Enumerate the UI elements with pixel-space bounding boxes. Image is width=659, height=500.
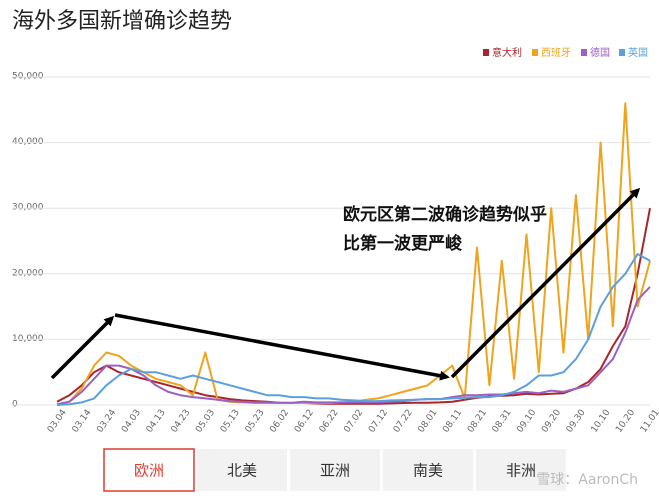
x-tick-label: 10.10 bbox=[590, 408, 613, 435]
tab[interactable] bbox=[103, 448, 195, 492]
x-tick-label: 08.11 bbox=[441, 408, 464, 435]
x-tick-label: 08.31 bbox=[491, 408, 514, 435]
x-tick-label: 07.02 bbox=[342, 408, 365, 435]
arrow bbox=[450, 187, 641, 379]
arrows bbox=[50, 187, 641, 381]
tab-label: 北美 bbox=[227, 462, 257, 480]
x-tick-label: 06.12 bbox=[293, 408, 316, 435]
annotation: 比第一波更严峻 bbox=[343, 233, 463, 254]
x-tick-label: 08.01 bbox=[417, 408, 440, 435]
tab[interactable] bbox=[383, 449, 473, 491]
x-tick-label: 06.02 bbox=[268, 408, 291, 435]
chart-title: 海外多国新增确诊趋势 bbox=[12, 9, 232, 34]
series-line bbox=[56, 286, 651, 406]
arrow bbox=[50, 315, 115, 380]
tab-label: 亚洲 bbox=[320, 462, 350, 480]
arrow bbox=[114, 313, 450, 381]
legend-label: 德国 bbox=[590, 46, 610, 59]
x-tick-label: 05.23 bbox=[244, 408, 267, 435]
x-tick-label: 05.03 bbox=[194, 408, 217, 435]
x-tick-label: 04.03 bbox=[120, 408, 143, 435]
tabs: 欧洲 北美 亚洲 南美 非洲 bbox=[103, 448, 566, 492]
x-tick-label: 04.13 bbox=[145, 408, 168, 435]
legend-swatch bbox=[532, 49, 538, 56]
x-tick-label: 09.20 bbox=[540, 408, 563, 435]
series-line bbox=[56, 253, 651, 406]
x-tick-label: 10.20 bbox=[614, 408, 637, 435]
tab[interactable] bbox=[476, 449, 566, 491]
x-tick-label: 09.30 bbox=[565, 408, 588, 435]
tab-label: 欧洲 bbox=[134, 462, 164, 480]
x-tick-label: 04.23 bbox=[169, 408, 192, 435]
x-tick-label: 08.21 bbox=[466, 408, 489, 435]
legend-label: 意大利 bbox=[492, 46, 522, 59]
x-tick-label: 06.22 bbox=[318, 408, 341, 435]
annotation: 欧元区第二波确诊趋势似乎 bbox=[343, 204, 547, 225]
legend-swatch bbox=[483, 49, 489, 56]
legend-label: 英国 bbox=[628, 46, 648, 59]
x-tick-label: 07.12 bbox=[367, 408, 390, 435]
x-tick-label: 03.24 bbox=[95, 408, 118, 435]
x-tick-label: 09.10 bbox=[515, 408, 538, 435]
tab-label: 非洲 bbox=[506, 462, 536, 480]
plot: 010,00020,00030,00040,00050,00003.0403.1… bbox=[12, 46, 659, 435]
x-tick-label: 07.22 bbox=[392, 408, 415, 435]
tab-label: 南美 bbox=[413, 462, 443, 480]
x-tick-label: 03.14 bbox=[71, 408, 94, 435]
x-tick-label: 05.13 bbox=[219, 408, 242, 435]
watermark: 雪球：AaronCh bbox=[536, 472, 638, 488]
series-line bbox=[56, 208, 651, 405]
x-tick-label: 03.04 bbox=[46, 408, 69, 435]
tab[interactable] bbox=[197, 449, 287, 491]
legend-label: 西班牙 bbox=[541, 47, 571, 59]
tab[interactable] bbox=[290, 449, 380, 491]
legend-swatch bbox=[619, 49, 625, 56]
legend-swatch bbox=[581, 49, 587, 56]
x-tick-label: 11.01 bbox=[639, 408, 659, 435]
